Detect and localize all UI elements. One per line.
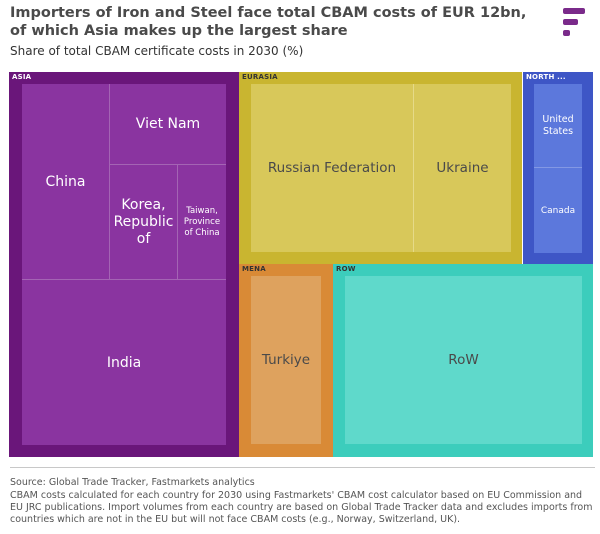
tile-ukraine[interactable]: Ukraine	[414, 84, 511, 252]
tile-vietnam[interactable]: Viet Nam	[110, 84, 226, 165]
label-vietnam: Viet Nam	[135, 116, 201, 132]
label-korea-1: Korea,	[121, 196, 166, 213]
tile-united-states[interactable]: United States	[534, 84, 582, 168]
footer-source: Source: Global Trade Tracker, Fastmarket…	[10, 477, 255, 488]
label-us-1: United	[542, 113, 574, 125]
tile-korea[interactable]: Korea, Republic of	[110, 165, 178, 279]
region-label-north: NORTH ...	[526, 73, 566, 81]
region-label-eurasia: EURASIA	[242, 73, 278, 81]
label-taiwan-3: of China	[184, 227, 220, 238]
label-taiwan-2: Province	[183, 216, 221, 227]
label-india: India	[106, 354, 142, 371]
tile-india[interactable]: India	[22, 279, 226, 445]
label-korea-2: Republic	[113, 213, 174, 230]
tile-turkiye[interactable]: Turkiye	[251, 276, 321, 444]
tile-taiwan[interactable]: Taiwan, Province of China	[178, 165, 226, 279]
chart-title: Importers of Iron and Steel face total C…	[10, 5, 527, 39]
label-rowc: RoW	[448, 352, 479, 368]
label-russia: Russian Federation	[267, 160, 397, 176]
tile-russia[interactable]: Russian Federation	[251, 84, 414, 252]
label-korea-3: of	[136, 230, 151, 247]
label-china: China	[45, 173, 86, 190]
region-label-mena: MENA	[242, 265, 266, 273]
label-taiwan-1: Taiwan,	[186, 205, 218, 216]
label-us-2: States	[542, 125, 574, 137]
label-turkiye: Turkiye	[261, 352, 311, 368]
tile-rowc[interactable]: RoW	[345, 276, 582, 444]
region-label-asia: ASIA	[12, 73, 32, 81]
chart-subtitle: Share of total CBAM certificate costs in…	[10, 44, 304, 58]
label-ukraine: Ukraine	[436, 160, 489, 176]
tile-canada[interactable]: Canada	[534, 168, 582, 253]
tile-china[interactable]: China	[22, 84, 110, 279]
region-label-row: ROW	[336, 265, 356, 273]
label-canada: Canada	[540, 205, 576, 216]
fastmarkets-logo	[563, 8, 585, 36]
footer-divider	[10, 467, 595, 468]
footer-note: CBAM costs calculated for each country f…	[10, 490, 593, 525]
